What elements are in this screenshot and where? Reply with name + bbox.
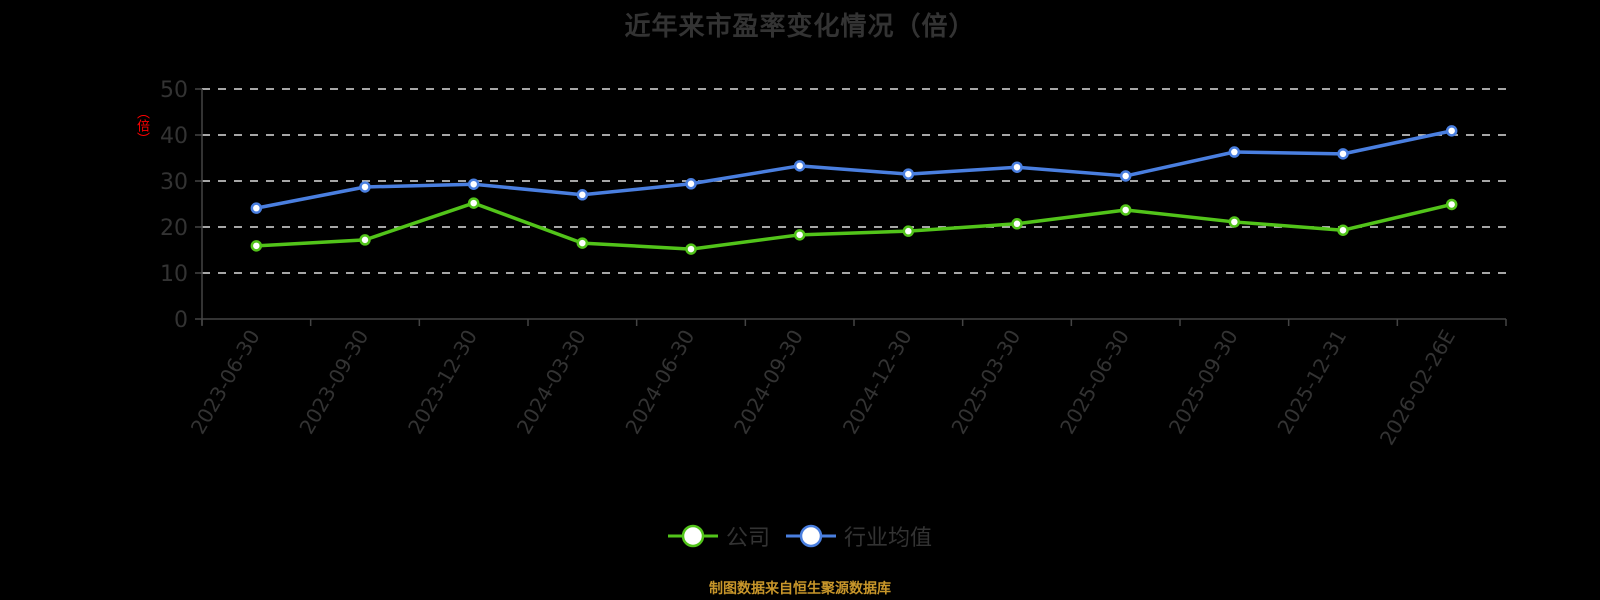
industry-line: [255, 129, 1453, 210]
x-tick-label: 2024-09-30: [729, 326, 808, 439]
data-point[interactable]: [1445, 198, 1458, 211]
data-point[interactable]: [793, 229, 806, 241]
legend-item-company[interactable]: 公司: [667, 520, 770, 552]
y-tick-label: 30: [160, 170, 188, 195]
x-tick-label: 2025-09-30: [1164, 326, 1243, 439]
data-point[interactable]: [1445, 125, 1458, 137]
x-tick-label: 2024-06-30: [620, 326, 699, 439]
data-point[interactable]: [467, 178, 480, 190]
y-tick-label: 40: [160, 124, 188, 149]
data-point[interactable]: [793, 160, 806, 172]
x-tick-label: 2024-12-30: [838, 325, 917, 438]
chart-title: 近年来市盈率变化情况（倍）: [624, 12, 976, 42]
y-tick-label: 20: [160, 216, 188, 241]
x-tick-label: 2023-09-30: [294, 326, 373, 439]
y-axis: 0 10 20 30 40 50: [160, 78, 203, 333]
data-point[interactable]: [1228, 216, 1241, 228]
data-point[interactable]: [576, 189, 589, 201]
data-point[interactable]: [1011, 218, 1023, 230]
series-lines: [250, 125, 1458, 255]
data-point[interactable]: [1119, 170, 1132, 182]
x-tick-label: 2026-02-26E: [1375, 326, 1460, 450]
data-point[interactable]: [359, 181, 371, 193]
data-point[interactable]: [1119, 204, 1132, 216]
data-point[interactable]: [250, 202, 263, 214]
company-line-marker-icon: [667, 524, 718, 548]
x-tick-label: 2025-03-30: [946, 326, 1025, 439]
data-point[interactable]: [902, 168, 915, 180]
x-axis: 2023-06-30 2023-09-30 2023-12-30 2024-03-30…: [186, 318, 1507, 450]
x-tick-label: 2025-12-31: [1272, 326, 1351, 439]
y-tick-label: 0: [174, 308, 188, 333]
data-point[interactable]: [250, 240, 263, 252]
industry-line-marker-icon: [786, 524, 836, 548]
company-line: [256, 201, 1453, 251]
legend-label-industry: 行业均值: [844, 526, 933, 551]
data-point[interactable]: [902, 225, 915, 237]
x-tick-label: 2024-03-30: [512, 326, 591, 439]
x-tick-label: 2025-06-30: [1055, 326, 1134, 439]
x-tick-label: 2023-06-30: [186, 326, 265, 439]
data-point[interactable]: [685, 243, 697, 255]
data-point[interactable]: [359, 234, 371, 246]
legend: 公司 行业均值: [0, 520, 1600, 552]
data-point[interactable]: [1228, 146, 1241, 158]
data-source-footer: 制图数据来自恒生聚源数据库: [709, 581, 891, 597]
data-point[interactable]: [576, 237, 589, 249]
legend-label-company: 公司: [725, 526, 770, 551]
gridlines: [202, 88, 1506, 274]
data-point[interactable]: [685, 178, 697, 190]
data-point[interactable]: [1011, 161, 1023, 173]
data-point[interactable]: [467, 197, 480, 209]
y-axis-name: （倍）: [134, 106, 149, 145]
legend-item-industry[interactable]: 行业均值: [786, 520, 932, 552]
data-point[interactable]: [1337, 148, 1349, 160]
data-point[interactable]: [1337, 224, 1349, 236]
y-tick-label: 50: [160, 78, 188, 103]
y-tick-label: 10: [160, 262, 188, 287]
x-tick-label: 2023-12-30: [403, 325, 482, 438]
